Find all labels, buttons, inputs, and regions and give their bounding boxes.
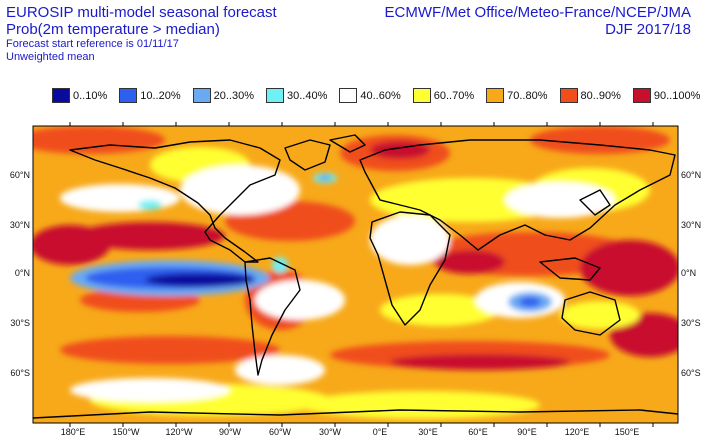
map-variable: Prob(2m temperature > median)	[6, 21, 220, 38]
legend-item: 30..40%	[266, 88, 327, 103]
lat-label: 60°S	[10, 368, 30, 378]
weighting-note: Unweighted mean	[6, 51, 95, 63]
map-frame	[32, 125, 679, 424]
lat-label: 60°N	[681, 170, 701, 180]
lon-label: 150°E	[615, 120, 640, 121]
legend-label: 10..20%	[140, 89, 181, 102]
legend-item: 20..30%	[192, 88, 254, 103]
lon-label: 120°W	[165, 120, 193, 121]
lon-label: 90°W	[219, 427, 242, 437]
lon-label: 60°E	[468, 427, 488, 437]
legend-label: 20..30%	[213, 89, 254, 102]
lon-label: 180°E	[61, 427, 86, 437]
lon-labels-bottom: 180°E 150°W 120°W 90°W 60°W 30°W 0°E 30°…	[61, 427, 640, 437]
legend-item: 80..90%	[559, 88, 621, 103]
title-block: EUROSIP multi-model seasonal forecast Pr…	[6, 4, 277, 64]
legend-label: 60..70%	[433, 89, 475, 102]
legend-label: 80..90%	[580, 89, 621, 102]
map-header: EUROSIP multi-model seasonal forecast Pr…	[0, 0, 705, 120]
legend: 0..10% 10..20% 20..30% 30..40% 40..60% 6…	[52, 88, 705, 103]
legend-item: 90..100%	[632, 88, 701, 103]
lon-label: 150°W	[112, 120, 140, 121]
lat-label: 30°N	[10, 220, 30, 230]
lon-label: 90°W	[219, 120, 242, 121]
legend-swatch	[339, 88, 358, 103]
legend-swatch	[632, 88, 651, 103]
legend-label: 30..40%	[287, 89, 328, 102]
legend-item: 70..80%	[486, 88, 548, 103]
data-source: ECMWF/Met Office/Meteo-France/NCEP/JMA	[384, 4, 691, 21]
source-block: ECMWF/Met Office/Meteo-France/NCEP/JMA D…	[385, 4, 691, 38]
lon-labels-top: 180°E 150°W 120°W 90°W 60°W 30°W 0°E 30°…	[61, 120, 640, 121]
lon-label: 0°E	[373, 427, 388, 437]
lat-label: 30°S	[681, 318, 701, 328]
forecast-period: DJF 2017/18	[605, 21, 691, 38]
lon-label: 90°E	[517, 120, 537, 121]
legend-label: 40..60%	[360, 89, 401, 102]
probability-map: 180°E 150°W 120°W 90°W 60°W 30°W 0°E 30°…	[10, 120, 701, 437]
lon-label: 30°E	[418, 427, 438, 437]
legend-item: 10..20%	[119, 88, 181, 103]
legend-swatch	[266, 88, 284, 103]
legend-swatch	[52, 88, 70, 103]
lon-label: 30°W	[319, 120, 342, 121]
lon-label: 30°E	[418, 120, 438, 121]
lon-label: 150°E	[615, 427, 640, 437]
legend-item: 40..60%	[339, 88, 401, 103]
lon-label: 60°W	[269, 120, 292, 121]
lat-label: 0°N	[681, 268, 696, 278]
lon-label: 0°E	[373, 120, 388, 121]
legend-label: 70..80%	[507, 89, 548, 102]
lat-label: 60°S	[681, 368, 701, 378]
legend-label: 90..100%	[653, 89, 701, 102]
coastlines	[33, 134, 678, 419]
legend-swatch	[486, 88, 505, 103]
lon-label: 60°W	[269, 427, 292, 437]
lon-label: 90°E	[517, 427, 537, 437]
map-title: EUROSIP multi-model seasonal forecast	[6, 4, 277, 21]
lat-label: 60°N	[10, 170, 30, 180]
lon-label: 60°E	[468, 120, 488, 121]
lon-label: 120°E	[565, 120, 590, 121]
legend-swatch	[412, 88, 431, 103]
legend-swatch	[192, 88, 211, 103]
lat-label: 30°S	[10, 318, 30, 328]
lon-label: 30°W	[319, 427, 342, 437]
legend-swatch	[559, 88, 578, 103]
probability-field	[33, 126, 678, 423]
lat-labels-right: 60°N 30°N 0°N 30°S 60°S	[681, 170, 701, 378]
lon-label: 150°W	[112, 427, 140, 437]
lat-label: 30°N	[681, 220, 701, 230]
forecast-start: Forecast start reference is 01/11/17	[6, 38, 179, 50]
lon-label: 180°E	[61, 120, 86, 121]
lon-label: 120°W	[165, 427, 193, 437]
legend-swatch	[119, 88, 138, 103]
lat-labels-left: 60°N 30°N 0°N 30°S 60°S	[10, 170, 30, 378]
legend-label: 0..10%	[73, 89, 108, 102]
tick-marks	[69, 122, 654, 427]
legend-item: 60..70%	[412, 88, 475, 103]
lat-label: 0°N	[15, 268, 30, 278]
legend-item: 0..10%	[52, 88, 107, 103]
lon-label: 120°E	[565, 427, 590, 437]
